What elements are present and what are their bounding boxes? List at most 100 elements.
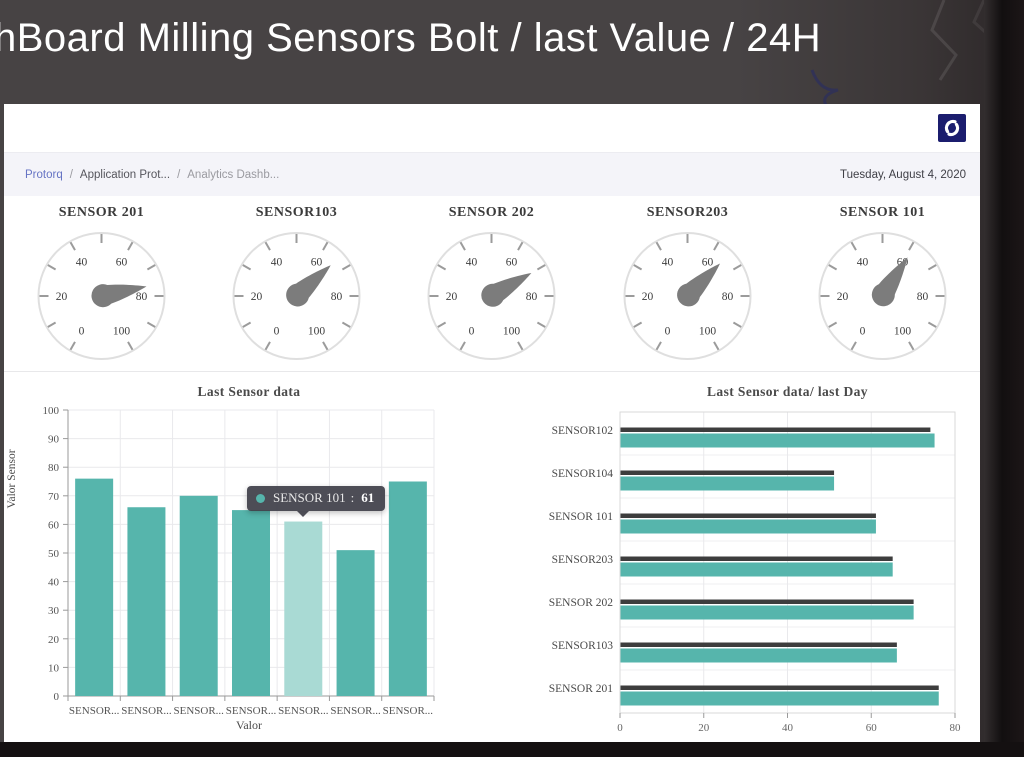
page-title: hBoard Milling Sensors Bolt / last Value… bbox=[0, 16, 822, 60]
gauge-tick-label: 100 bbox=[113, 326, 131, 338]
bar-1[interactable] bbox=[127, 507, 166, 696]
gauge-1: SENSOR103 0 20 40 60 80 100 bbox=[232, 205, 361, 360]
y-tick-label: 60 bbox=[48, 519, 60, 531]
gauge-tick bbox=[146, 264, 156, 271]
x-category-label: SENSOR... bbox=[173, 705, 224, 717]
bar-5[interactable] bbox=[336, 550, 375, 696]
hbar-chart-title: Last Sensor data/ last Day bbox=[707, 384, 868, 399]
app-topbar bbox=[4, 104, 980, 152]
gauge-0: SENSOR 201 0 20 40 60 80 100 bbox=[37, 205, 166, 360]
breadcrumb-bar: Protorq / Application Prot... / Analytic… bbox=[4, 152, 980, 196]
hbar-teal-3[interactable] bbox=[620, 562, 893, 577]
gauge-tick-label: 40 bbox=[76, 256, 88, 268]
hbar-teal-5[interactable] bbox=[620, 648, 897, 663]
bar-0[interactable] bbox=[75, 478, 114, 696]
bar-3[interactable] bbox=[232, 510, 270, 696]
gauge-tick bbox=[632, 321, 642, 328]
bar-4[interactable] bbox=[284, 521, 323, 696]
x-tick-label: 20 bbox=[698, 722, 710, 734]
hbar-teal-1[interactable] bbox=[620, 476, 835, 491]
hbar-teal-6[interactable] bbox=[620, 691, 939, 706]
breadcrumb-item-analytics[interactable]: Analytics Dashb... bbox=[187, 168, 280, 181]
gauge-tick-label: 0 bbox=[469, 326, 475, 338]
gauge-2: SENSOR 202 0 20 40 60 80 100 bbox=[427, 205, 556, 360]
x-category-label: SENSOR... bbox=[278, 705, 329, 717]
gauge-tick bbox=[732, 264, 742, 271]
gauge-tick bbox=[517, 241, 524, 251]
hbar-teal-4[interactable] bbox=[620, 605, 914, 620]
gauge-tick bbox=[517, 341, 524, 351]
gauge-tick bbox=[47, 321, 57, 328]
gauge-tick-label: 0 bbox=[664, 326, 670, 338]
x-category-label: SENSOR... bbox=[226, 705, 277, 717]
gauge-tick-label: 20 bbox=[837, 291, 849, 303]
gauge-title: SENSOR 101 bbox=[840, 205, 926, 220]
y-tick-label: 90 bbox=[48, 434, 60, 446]
hbar-teal-0[interactable] bbox=[620, 433, 935, 448]
bar-chart-card: Last Sensor data Valor Sensor 0 10 20 30 40 5… bbox=[4, 372, 494, 741]
hbar-teal-2[interactable] bbox=[620, 519, 876, 534]
gauge-tick bbox=[655, 341, 662, 351]
gauge-tick-label: 40 bbox=[466, 256, 478, 268]
gauge-title: SENSOR 202 bbox=[449, 205, 535, 220]
gauge-tick bbox=[712, 241, 719, 251]
gauge-tick bbox=[460, 241, 467, 251]
gauge-tick-label: 60 bbox=[116, 256, 128, 268]
gauge-tick bbox=[460, 341, 467, 351]
gauge-tick bbox=[907, 341, 915, 351]
gauge-tick-label: 80 bbox=[917, 291, 929, 303]
gauge-tick-label: 40 bbox=[857, 256, 869, 268]
gauge-tick bbox=[342, 264, 351, 271]
x-tick-label: 60 bbox=[866, 722, 878, 734]
hbar-dark-5[interactable] bbox=[620, 642, 897, 648]
gauge-needle bbox=[91, 284, 147, 308]
gauge-tick-label: 80 bbox=[526, 291, 538, 303]
bar-chart-y-axis-title: Valor Sensor bbox=[6, 449, 18, 509]
gauge-tick-label: 60 bbox=[506, 256, 518, 268]
gauge-3: SENSOR203 0 20 40 60 80 100 bbox=[623, 205, 752, 360]
gauge-tick bbox=[537, 321, 547, 328]
gauge-title: SENSOR103 bbox=[256, 205, 338, 220]
gauge-tick-label: 40 bbox=[271, 256, 283, 268]
tooltip-series-dot bbox=[256, 493, 265, 503]
hbar-dark-3[interactable] bbox=[620, 556, 893, 562]
y-category-label: SENSOR102 bbox=[552, 425, 614, 437]
gauge-tick-label: 100 bbox=[698, 326, 716, 338]
hbar-dark-0[interactable] bbox=[620, 427, 931, 433]
gauge-title: SENSOR203 bbox=[646, 205, 728, 220]
gauge-tick-label: 40 bbox=[661, 256, 673, 268]
y-tick-label: 70 bbox=[48, 491, 60, 503]
x-category-label: SENSOR... bbox=[383, 705, 434, 717]
hbar-dark-2[interactable] bbox=[620, 513, 876, 519]
photo-edge-right bbox=[984, 0, 1024, 757]
tooltip-label: SENSOR 101 bbox=[273, 490, 346, 505]
hbar-dark-1[interactable] bbox=[620, 470, 835, 476]
gauge-tick bbox=[242, 321, 252, 328]
gauge-tick bbox=[850, 241, 857, 251]
gauge-tick bbox=[437, 264, 447, 271]
gauge-tick-label: 100 bbox=[894, 326, 912, 338]
breadcrumb-item-protorq[interactable]: Protorq bbox=[25, 168, 63, 181]
hbar-dark-4[interactable] bbox=[620, 599, 914, 605]
y-tick-label: 80 bbox=[48, 462, 60, 474]
gauge-tick bbox=[322, 341, 329, 351]
y-category-label: SENSOR104 bbox=[552, 468, 614, 480]
gauge-tick-label: 80 bbox=[331, 291, 343, 303]
dashboard-panel: Protorq / Application Prot... / Analytic… bbox=[4, 104, 980, 742]
gauge-tick bbox=[732, 321, 742, 328]
hbar-dark-6[interactable] bbox=[620, 685, 939, 691]
app-logo-icon[interactable] bbox=[938, 114, 966, 142]
gauge-tick bbox=[127, 241, 134, 251]
charts-row: Last Sensor data Valor Sensor 0 10 20 30 40 5… bbox=[4, 371, 980, 741]
breadcrumb-item-application[interactable]: Application Prot... bbox=[79, 168, 171, 181]
bar-2[interactable] bbox=[179, 495, 218, 696]
gauge-tick bbox=[828, 321, 837, 328]
gauge-tick bbox=[655, 241, 662, 251]
gauge-tick bbox=[264, 241, 272, 251]
gauge-tick-label: 20 bbox=[446, 291, 458, 303]
gauge-tick bbox=[127, 341, 134, 351]
y-tick-label: 10 bbox=[48, 662, 60, 674]
bar-6[interactable] bbox=[388, 481, 427, 697]
